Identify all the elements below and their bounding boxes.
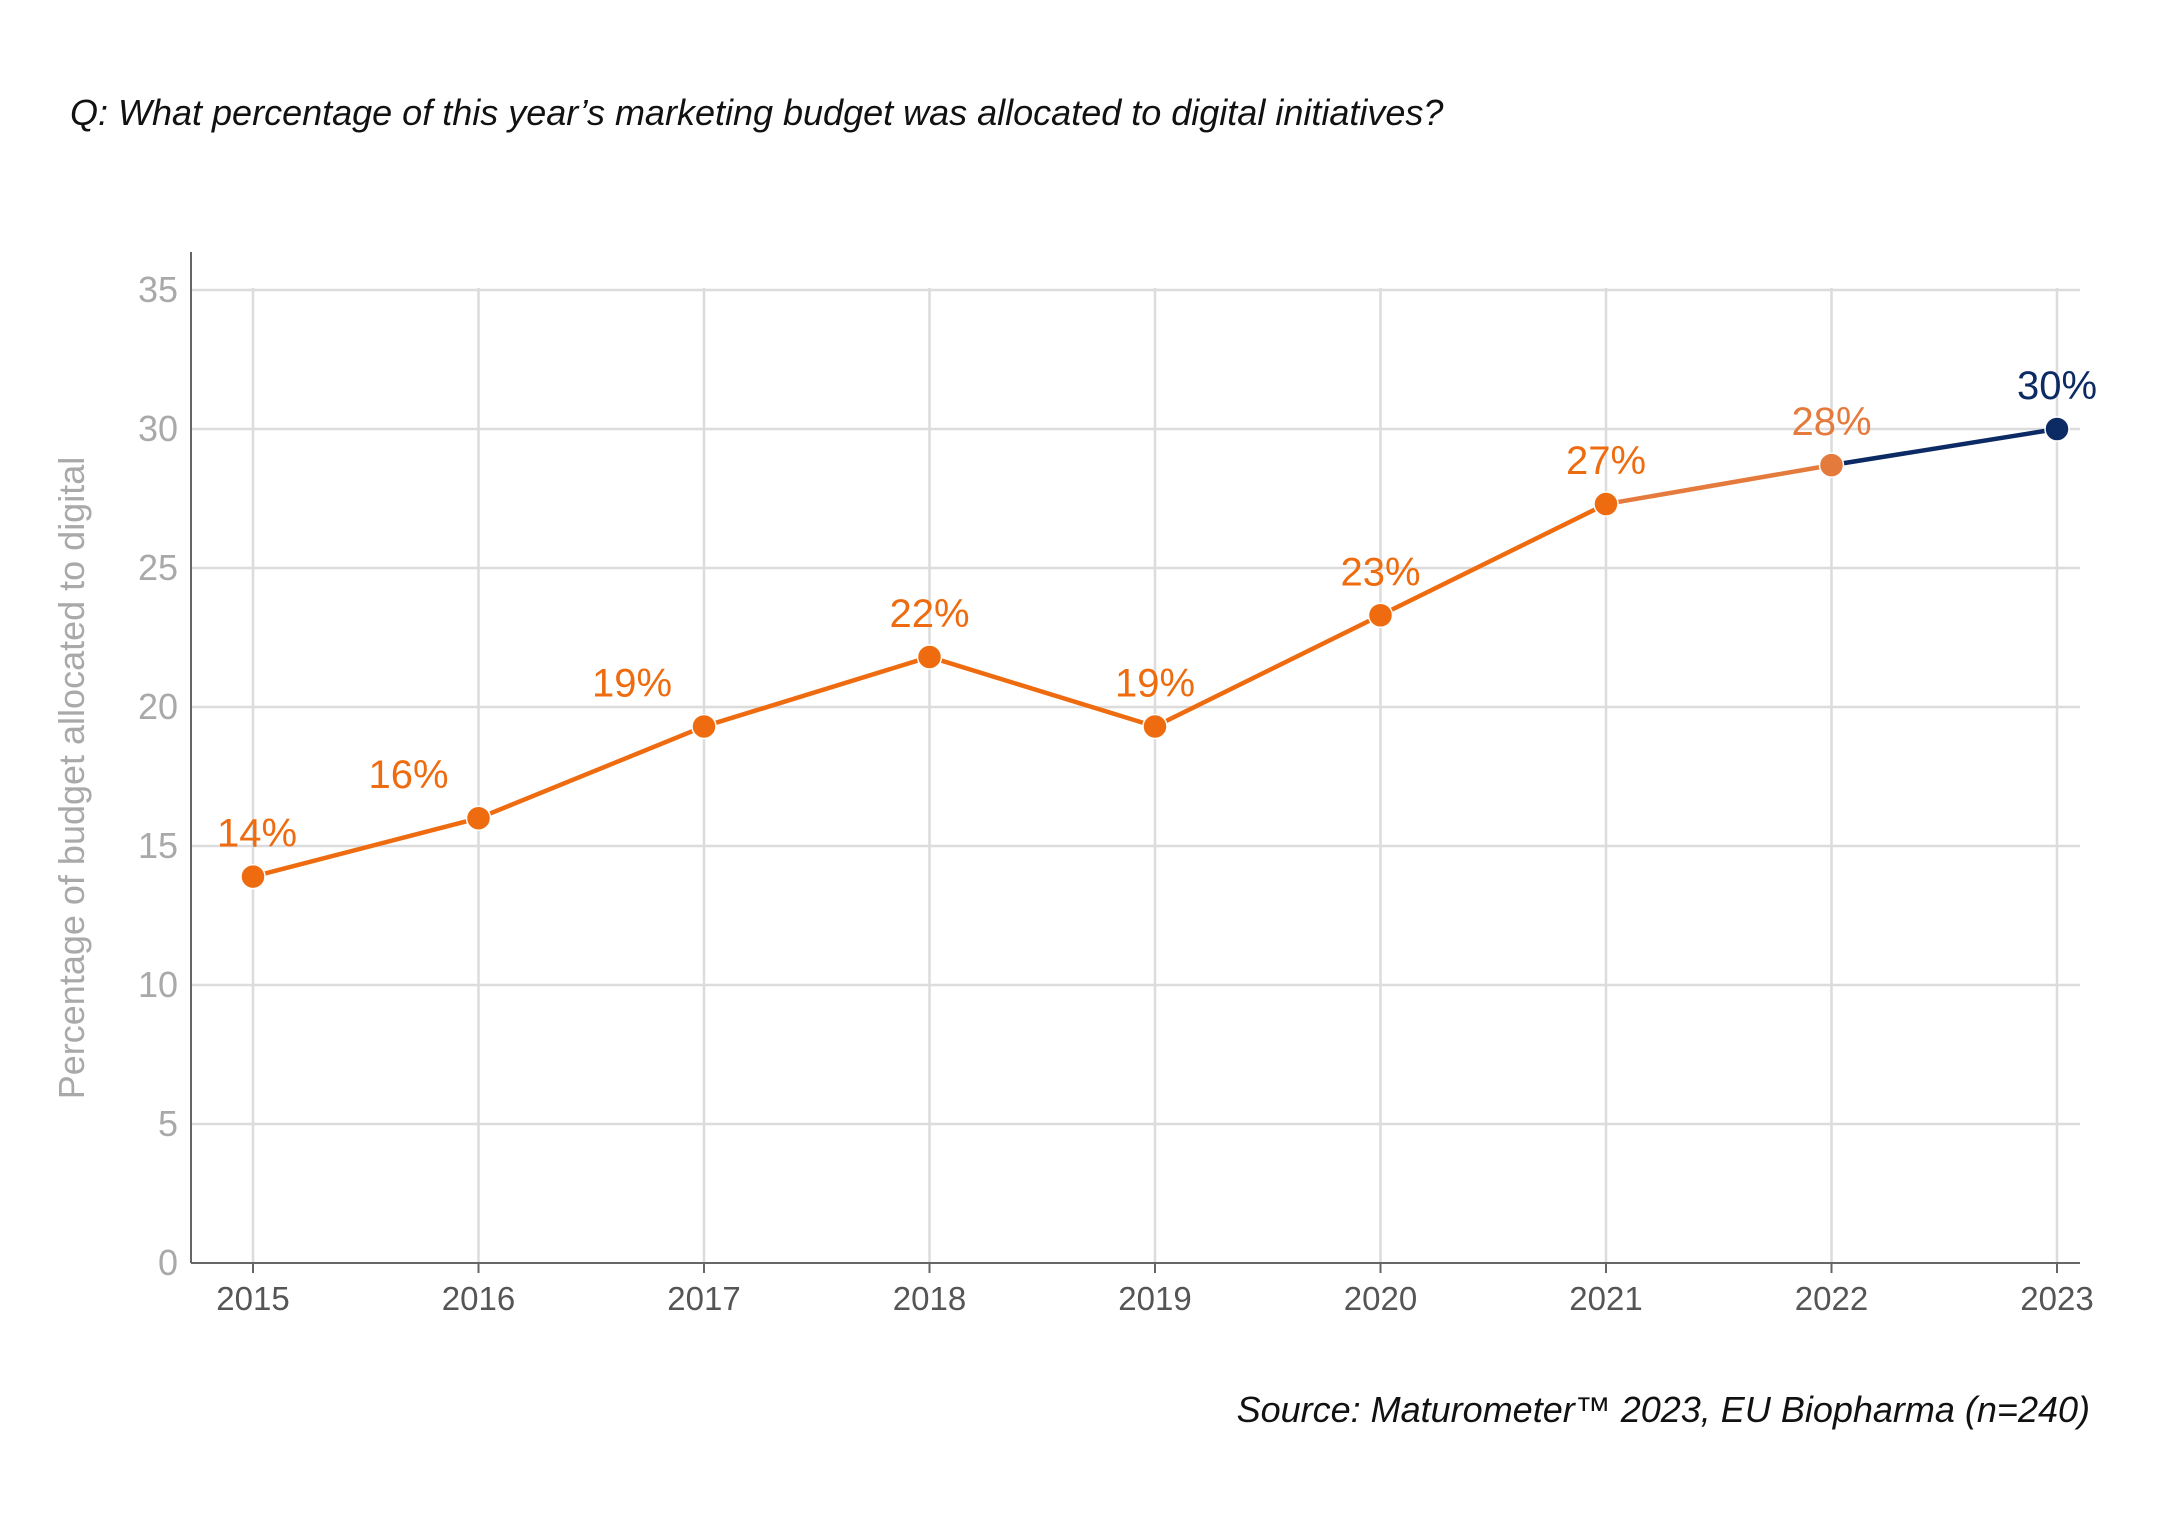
data-label: 19% xyxy=(1115,661,1195,705)
x-tick-label: 2023 xyxy=(2020,1280,2093,1317)
data-label: 28% xyxy=(1791,400,1871,444)
x-tick-label: 2015 xyxy=(216,1280,289,1317)
y-tick-label: 20 xyxy=(138,686,178,727)
x-tick-label: 2022 xyxy=(1795,1280,1868,1317)
y-tick-label: 0 xyxy=(158,1242,178,1283)
line-segment xyxy=(1603,462,1834,507)
x-tick-label: 2021 xyxy=(1569,1280,1642,1317)
line-segment xyxy=(701,654,932,729)
data-point xyxy=(1593,491,1619,517)
data-point xyxy=(1818,452,1845,478)
series-line xyxy=(250,426,2060,879)
x-tick-label: 2019 xyxy=(1118,1280,1191,1317)
line-segment xyxy=(1152,613,1383,729)
line-segment xyxy=(1378,501,1609,618)
data-label: 23% xyxy=(1340,550,1420,594)
line-segment xyxy=(250,815,481,879)
data-labels: 14% 16% 19% 22% 19% 23% 27% 28% 30% xyxy=(217,364,2097,856)
y-axis-label: Percentage of budget allocated to digita… xyxy=(51,457,92,1099)
data-point xyxy=(465,805,492,831)
y-tick-label: 35 xyxy=(138,269,178,310)
data-point xyxy=(1367,602,1394,629)
data-point xyxy=(691,713,717,740)
x-tick-label: 2018 xyxy=(893,1280,966,1317)
line-segment xyxy=(476,724,707,821)
line-segment xyxy=(1829,426,2060,468)
x-tick-label: 2020 xyxy=(1344,1280,1417,1317)
y-tick-label: 30 xyxy=(138,408,178,449)
axes xyxy=(190,252,2080,1273)
chart-question: Q: What percentage of this year’s market… xyxy=(70,92,1443,133)
data-label: 19% xyxy=(592,661,672,705)
y-tick-label: 15 xyxy=(138,825,178,866)
x-tick-labels: 2015 2016 2017 2018 2019 2020 2021 2022 2023 xyxy=(216,1280,2093,1317)
y-tick-label: 5 xyxy=(158,1103,178,1144)
gridlines xyxy=(191,288,2080,1263)
data-label: 16% xyxy=(368,753,448,797)
data-label: 27% xyxy=(1566,439,1646,483)
data-point xyxy=(2044,416,2070,442)
y-tick-label: 25 xyxy=(138,547,178,588)
data-label: 22% xyxy=(889,592,969,636)
x-tick-label: 2017 xyxy=(667,1280,740,1317)
data-point xyxy=(240,863,266,890)
data-points xyxy=(240,416,2070,890)
data-point xyxy=(916,644,943,670)
x-tick-label: 2016 xyxy=(442,1280,515,1317)
line-segment xyxy=(927,654,1158,729)
data-point xyxy=(1142,713,1168,740)
data-label: 30% xyxy=(2017,364,2097,408)
source-note: Source: Maturometer™ 2023, EU Biopharma … xyxy=(1237,1389,2090,1430)
y-tick-label: 10 xyxy=(138,964,178,1005)
y-tick-labels: 0 5 10 15 20 25 30 35 xyxy=(138,269,178,1283)
data-label: 14% xyxy=(217,812,297,856)
